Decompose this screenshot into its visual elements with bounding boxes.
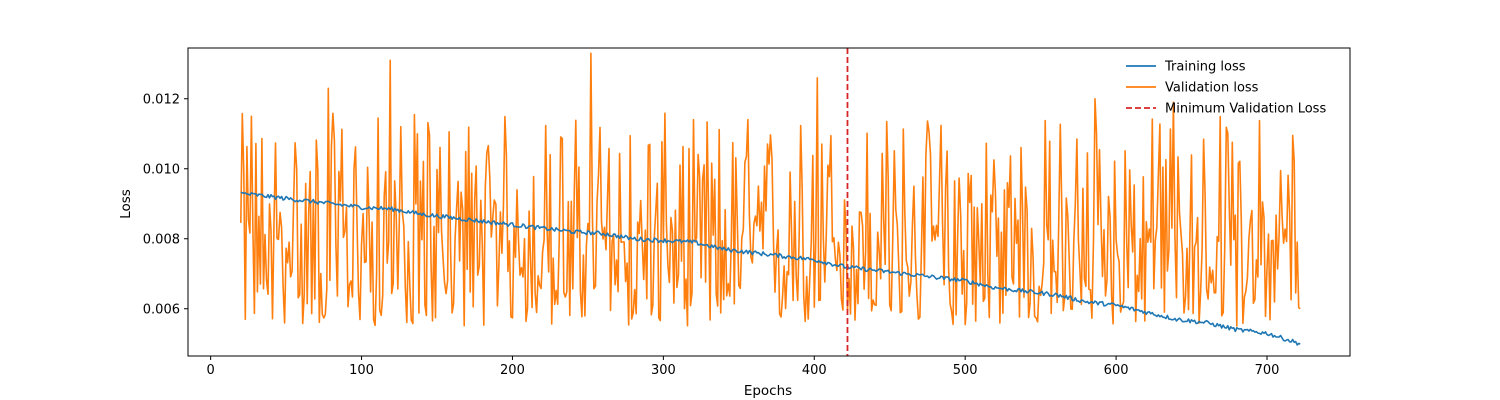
legend: Training loss Validation loss Minimum Vali… [1126, 60, 1326, 117]
plot-area [187, 47, 1351, 357]
y-tick-label: 0.008 [143, 232, 180, 247]
y-axis-label: Loss [118, 189, 134, 219]
validation-loss-line [240, 52, 1301, 327]
plot-frame [187, 47, 1351, 357]
x-tick-label: 0 [206, 363, 214, 378]
y-tick-label: 0.010 [143, 162, 180, 177]
training-loss-line [240, 191, 1301, 346]
x-tick-label: 700 [1255, 363, 1280, 378]
x-tick-label: 300 [651, 363, 676, 378]
y-axis: 0.006 0.008 0.010 0.012 [143, 92, 188, 317]
x-tick-label: 200 [500, 363, 525, 378]
x-axis: 0 100 200 300 400 500 600 700 [206, 356, 1279, 378]
legend-label: Minimum Validation Loss [1165, 102, 1326, 117]
legend-label: Training loss [1164, 60, 1246, 75]
x-tick-label: 400 [802, 363, 827, 378]
y-tick-label: 0.012 [143, 92, 180, 107]
x-tick-label: 600 [1104, 363, 1129, 378]
x-axis-label: Epochs [744, 383, 792, 399]
x-tick-label: 500 [953, 363, 978, 378]
x-tick-label: 100 [349, 363, 374, 378]
legend-label: Validation loss [1165, 81, 1259, 96]
y-tick-label: 0.006 [143, 302, 180, 317]
